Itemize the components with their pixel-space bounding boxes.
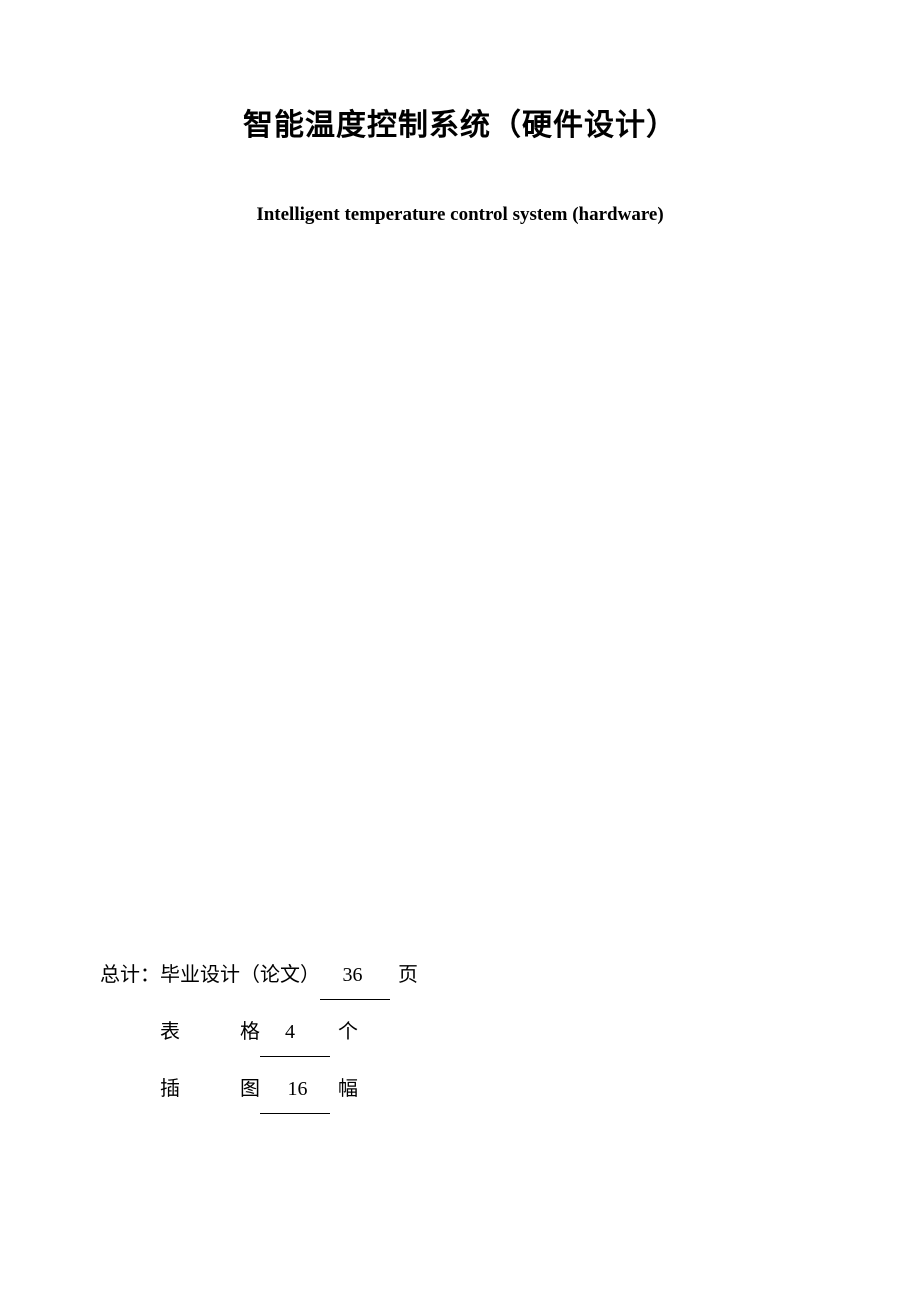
stat-indent-figures <box>100 1065 160 1113</box>
stat-value-pages: 36 <box>320 951 390 1000</box>
stat-unit-figures: 幅 <box>330 1065 358 1113</box>
stat-row-tables: 表 格 4 个 <box>100 1008 418 1057</box>
stat-label-pages: 毕业设计（论文） <box>160 951 320 999</box>
stat-indent-tables <box>100 1008 160 1056</box>
stat-label-tables: 表 格 <box>160 1008 260 1056</box>
stat-label-figures: 插 图 <box>160 1065 260 1113</box>
stat-value-tables: 4 <box>260 1008 330 1057</box>
stat-unit-tables: 个 <box>330 1008 358 1056</box>
stat-row-figures: 插 图 16 幅 <box>100 1065 418 1114</box>
title-chinese: 智能温度控制系统（硬件设计） <box>90 100 830 144</box>
stat-unit-pages: 页 <box>390 951 418 999</box>
document-page: 智能温度控制系统（硬件设计） Intelligent temperature c… <box>0 0 920 1302</box>
title-english: Intelligent temperature control system (… <box>90 204 830 226</box>
stat-row-pages: 总计： 毕业设计（论文） 36 页 <box>100 951 418 1000</box>
stat-value-figures: 16 <box>260 1065 330 1114</box>
statistics-block: 总计： 毕业设计（论文） 36 页 表 格 4 个 插 图 16 幅 <box>100 951 418 1122</box>
stat-prefix: 总计： <box>100 951 160 999</box>
